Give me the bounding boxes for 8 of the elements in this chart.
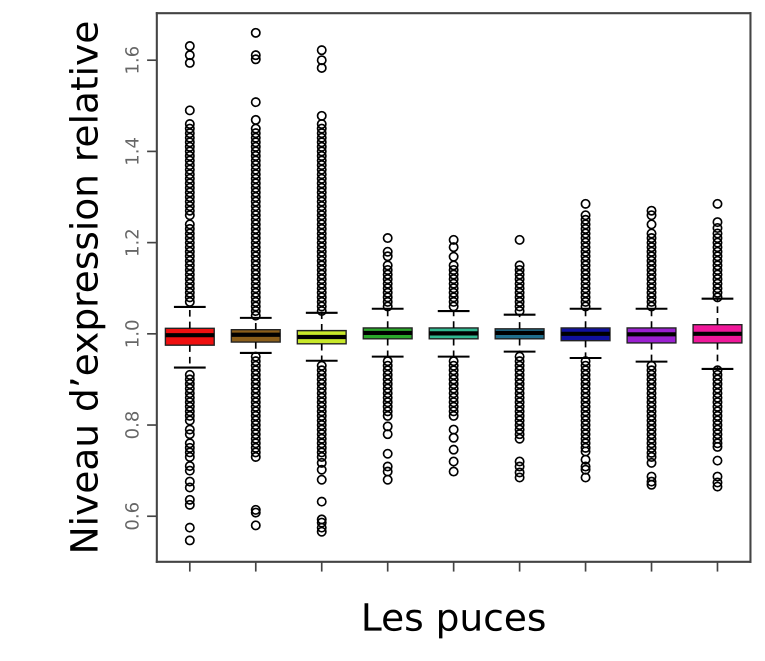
y-tick-label: 0.8 — [125, 412, 139, 438]
y-tick-label: 1.6 — [125, 46, 139, 73]
y-axis-title: Niveau d’expression relative — [69, 22, 106, 551]
y-tick-label: 0.6 — [125, 503, 139, 530]
y-tick-label: 1.2 — [125, 230, 138, 255]
x-axis-title: Les puces — [364, 603, 545, 638]
y-tick-label: 1.0 — [125, 320, 139, 346]
y-tick-label: 1.4 — [125, 138, 138, 164]
